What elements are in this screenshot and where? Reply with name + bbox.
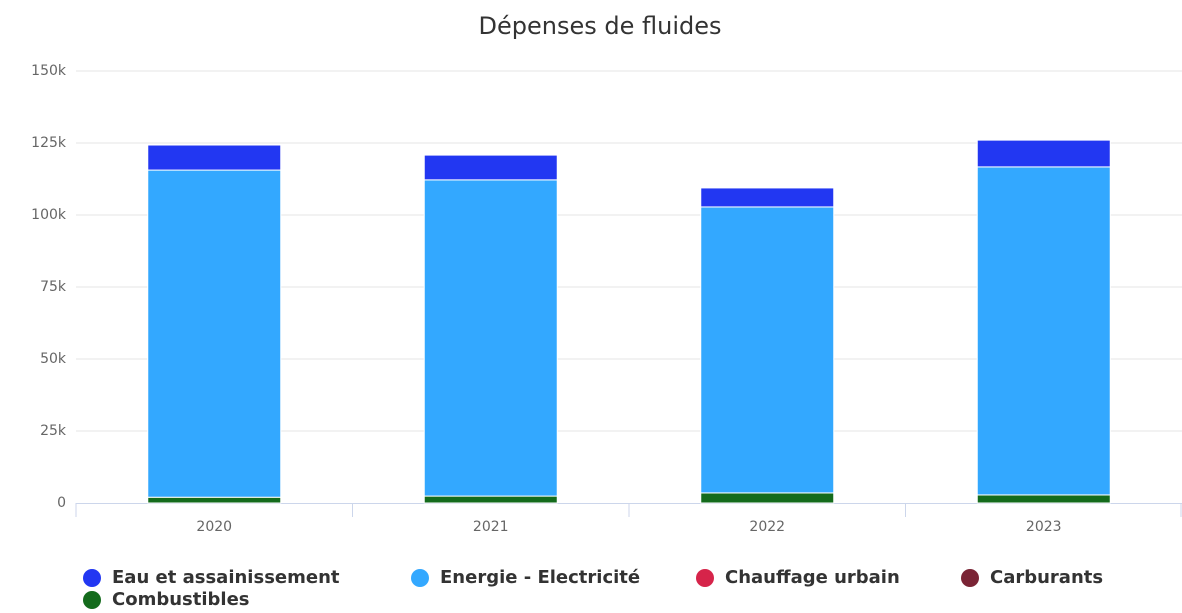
x-tick-label: 2020 bbox=[196, 519, 232, 535]
y-tick-label: 0 bbox=[57, 495, 66, 511]
bar-segment bbox=[147, 144, 282, 171]
y-tick-label: 50k bbox=[40, 351, 67, 367]
bar-segment bbox=[700, 206, 835, 494]
bar-segment bbox=[700, 187, 835, 208]
y-tick-label: 75k bbox=[40, 279, 67, 295]
x-tick-label: 2022 bbox=[749, 519, 785, 535]
bar-segment bbox=[147, 496, 282, 504]
legend-marker bbox=[83, 591, 101, 609]
bar-segment bbox=[147, 169, 282, 498]
legend-marker bbox=[696, 569, 714, 587]
bar-segment bbox=[700, 492, 835, 504]
bar-segment bbox=[423, 179, 558, 497]
legend-marker bbox=[83, 569, 101, 587]
chart-title: Dépenses de fluides bbox=[479, 12, 722, 40]
y-tick-label: 125k bbox=[31, 135, 67, 151]
legend-marker bbox=[411, 569, 429, 587]
bar-segment bbox=[423, 154, 558, 181]
legend-label: Carburants bbox=[990, 567, 1103, 588]
legend-marker bbox=[961, 569, 979, 587]
y-tick-label: 100k bbox=[31, 207, 67, 223]
bar-segment bbox=[423, 495, 558, 504]
x-tick-label: 2021 bbox=[473, 519, 509, 535]
x-tick-label: 2023 bbox=[1026, 519, 1062, 535]
legend-label: Combustibles bbox=[112, 589, 250, 610]
legend-label: Energie - Electricité bbox=[440, 567, 640, 588]
bar-segment bbox=[976, 166, 1111, 496]
bar-segment bbox=[976, 494, 1111, 504]
y-tick-label: 25k bbox=[40, 423, 67, 439]
legend-label: Chauffage urbain bbox=[725, 567, 900, 588]
legend-label: Eau et assainissement bbox=[112, 567, 340, 588]
bar-segment bbox=[976, 139, 1111, 168]
y-tick-label: 150k bbox=[31, 63, 67, 79]
